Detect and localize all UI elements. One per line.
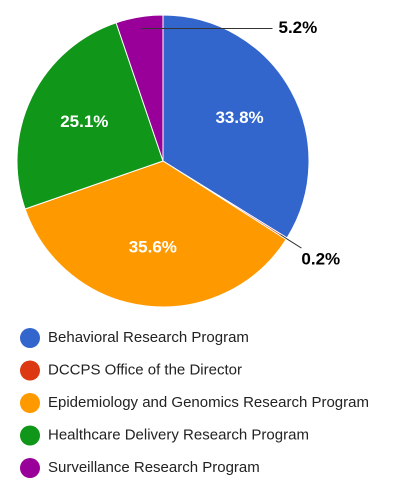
slice-label: 25.1%: [60, 112, 108, 131]
legend-marker: [20, 328, 40, 348]
slice-label: 35.6%: [129, 237, 177, 256]
legend-label: Surveillance Research Program: [48, 459, 260, 476]
slice-label: 33.8%: [215, 108, 263, 127]
pie-slice: [24, 160, 287, 308]
legend-marker: [20, 458, 40, 478]
legend-label: Healthcare Delivery Research Program: [48, 426, 309, 443]
leader-line: [280, 234, 302, 249]
pie-slice: [16, 22, 164, 210]
slice-label: 0.2%: [301, 250, 340, 269]
legend-marker: [20, 425, 40, 446]
pie-slice: [162, 14, 310, 239]
legend-label: DCCPS Office of the Director: [48, 361, 242, 378]
legend-label: Epidemiology and Genomics Research Progr…: [48, 394, 369, 411]
legend-marker: [20, 360, 40, 381]
legend-marker: [20, 393, 40, 413]
pie-slice: [115, 14, 164, 162]
slice-label: 5.2%: [279, 18, 318, 37]
legend-label: Behavioral Research Program: [48, 329, 249, 346]
